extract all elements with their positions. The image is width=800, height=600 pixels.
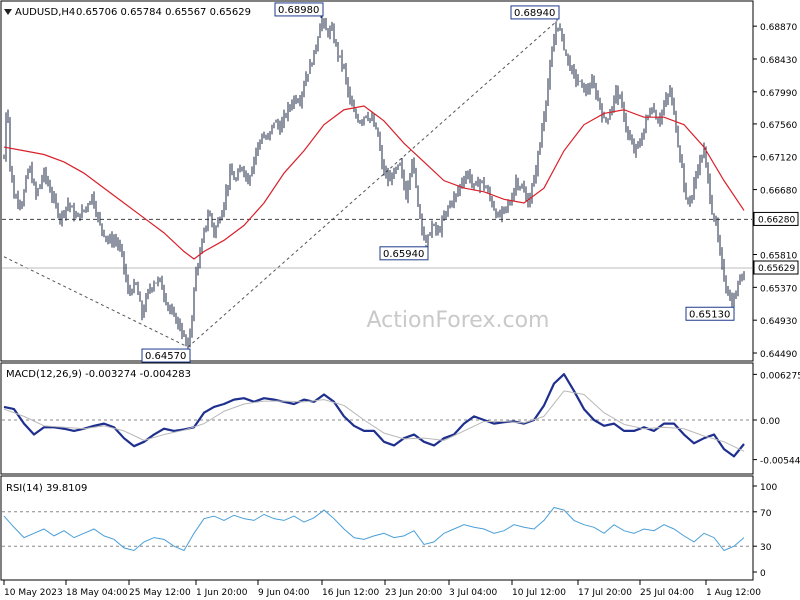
rsi-line bbox=[3, 506, 745, 552]
level-label: 0.66280 bbox=[758, 215, 795, 225]
macd-tick-label: -0.005446 bbox=[760, 457, 800, 467]
price-tick-label: 0.64930 bbox=[760, 317, 797, 327]
x-tick-label: 16 Jun 12:00 bbox=[322, 588, 379, 598]
collapse-triangle-icon[interactable] bbox=[4, 9, 12, 15]
price-layer: 0.68870 0.68430 0.67990 0.67560 0.67120 0.666… bbox=[2, 2, 799, 363]
x-tick-label: 3 Jul 04:00 bbox=[449, 588, 498, 598]
watermark: ActionForex.com bbox=[367, 308, 550, 333]
macd-line bbox=[3, 373, 745, 458]
rsi-tick-label: 0 bbox=[760, 569, 766, 579]
trendline bbox=[3, 256, 189, 348]
x-tick-label: 10 May 2023 bbox=[4, 588, 63, 598]
price-tick-label: 0.67560 bbox=[760, 121, 797, 131]
macd-panel-frame bbox=[0, 362, 754, 475]
x-tick-label: 10 Jul 12:00 bbox=[512, 588, 566, 598]
price-tick-label: 0.68430 bbox=[760, 56, 797, 66]
price-tick-label: 0.64490 bbox=[760, 350, 797, 360]
rsi-layer: 100 70 30 0 bbox=[2, 483, 777, 579]
symbol-label: AUDUSD,H4 bbox=[15, 7, 75, 18]
level-label-box bbox=[753, 211, 799, 226]
price-annotation-box bbox=[510, 5, 560, 20]
x-tick-label: 18 May 04:00 bbox=[66, 588, 128, 598]
price-annotation-box bbox=[379, 246, 429, 261]
x-tick-label: 1 Jun 20:00 bbox=[196, 588, 248, 598]
rsi-tick-label: 30 bbox=[760, 543, 772, 553]
price-annotation-box bbox=[274, 2, 324, 17]
price-annotation: 0.65940 bbox=[383, 249, 424, 260]
x-tick-label: 25 May 12:00 bbox=[129, 588, 191, 598]
price-annotation: 0.68940 bbox=[514, 8, 555, 19]
x-tick-label: 17 Jul 20:00 bbox=[578, 588, 632, 598]
rsi-title: RSI(14) 39.8109 bbox=[6, 483, 87, 494]
price-tick-label: 0.65370 bbox=[760, 284, 797, 294]
x-tick-label: 9 Jun 04:00 bbox=[258, 588, 310, 598]
price-annotation: 0.65130 bbox=[689, 309, 730, 320]
moving-average-line bbox=[3, 105, 745, 260]
price-tick-label: 0.68870 bbox=[760, 23, 797, 33]
level-label: 0.65629 bbox=[758, 264, 795, 274]
rsi-tick-label: 70 bbox=[760, 509, 772, 519]
macd-tick-label: 0.00 bbox=[760, 417, 780, 427]
price-panel-frame bbox=[0, 0, 754, 362]
price-annotation-box bbox=[141, 348, 191, 363]
macd-layer: 0.006275 0.00 -0.005446 bbox=[2, 371, 800, 467]
x-tick-label: 23 Jun 20:00 bbox=[385, 588, 442, 598]
price-tick-label: 0.66680 bbox=[760, 187, 797, 197]
price-bars bbox=[3, 15, 745, 348]
level-label-box bbox=[753, 260, 799, 275]
price-annotation: 0.68980 bbox=[278, 5, 319, 16]
rsi-tick-label: 100 bbox=[760, 483, 777, 493]
price-annotation: 0.64570 bbox=[145, 351, 186, 362]
x-axis: 10 May 2023 18 May 04:00 25 May 12:00 1 Jun… bbox=[3, 580, 761, 598]
ohlc-readout: 0.65706 0.65784 0.65567 0.65629 bbox=[76, 7, 251, 18]
macd-title: MACD(12,26,9) -0.003274 -0.004283 bbox=[6, 369, 191, 380]
price-tick-label: 0.67120 bbox=[760, 154, 797, 164]
rsi-panel-frame bbox=[0, 475, 754, 581]
x-tick-label: 1 Aug 12:00 bbox=[706, 588, 761, 598]
macd-signal-line bbox=[3, 390, 745, 452]
trendline bbox=[187, 20, 558, 348]
price-tick-label: 0.67990 bbox=[760, 89, 797, 99]
price-tick-label: 0.65810 bbox=[760, 252, 797, 262]
x-tick-label: 25 Jul 04:00 bbox=[640, 588, 694, 598]
price-annotation-box bbox=[685, 306, 735, 321]
macd-tick-label: 0.006275 bbox=[760, 371, 800, 381]
